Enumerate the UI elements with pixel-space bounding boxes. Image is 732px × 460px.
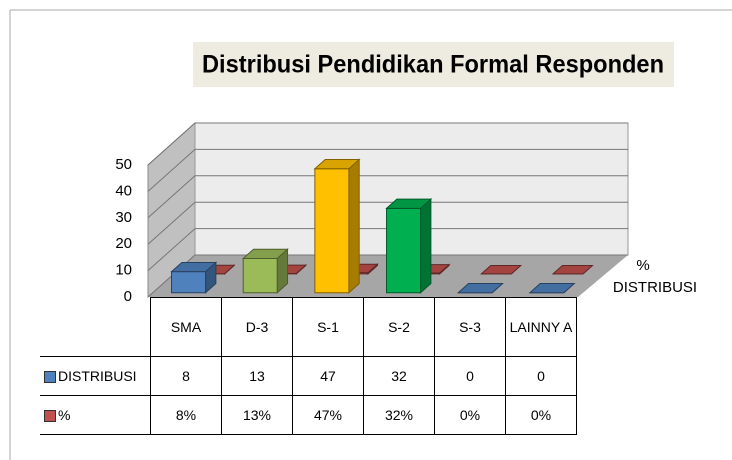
category-cell: SMA (150, 297, 222, 357)
y-tick-label: 50 (115, 156, 132, 173)
depth-label: DISTRIBUSI (613, 279, 697, 296)
bar-top (385, 198, 433, 209)
y-tick-label: 30 (115, 209, 132, 226)
value-cell: 47 (292, 356, 364, 396)
bar-front (386, 207, 422, 294)
legend-text: DISTRIBUSI (58, 368, 137, 384)
bar (170, 261, 218, 294)
bar-front (171, 271, 207, 294)
legend-key (44, 410, 56, 423)
bar-side (348, 158, 360, 294)
bar (480, 265, 523, 275)
depth-label: % (636, 257, 649, 274)
y-tick-label: 10 (115, 262, 132, 279)
bar-top (480, 265, 523, 275)
grid-line (147, 149, 196, 192)
value-cell: 0 (434, 356, 506, 396)
bar-front (242, 257, 278, 294)
grid-line (147, 122, 196, 166)
grid-line (147, 175, 196, 219)
bar (456, 283, 504, 294)
chart-title: Distribusi Pendidikan Formal Responden (202, 51, 664, 79)
bar (313, 158, 361, 294)
data-table: SMA D-3 S-1 S-2 S-3 LAINNY A DISTRIBUSI 8 13 47 3… (40, 297, 577, 435)
bar (528, 283, 576, 294)
bar (241, 248, 289, 294)
category-cell: D-3 (221, 297, 293, 357)
value-cell: 47% (292, 395, 364, 435)
bar-top (313, 158, 361, 170)
value-cell: 0% (505, 395, 577, 435)
category-cell: S-3 (434, 297, 506, 357)
bar-side (420, 197, 432, 294)
bar-top (551, 265, 594, 275)
value-cell: 8% (150, 395, 222, 435)
value-cell: 0% (434, 395, 506, 435)
grid-line (147, 228, 196, 271)
row-label: % (40, 395, 151, 435)
y-tick-label: 40 (115, 182, 132, 199)
value-cell: 13% (221, 395, 293, 435)
row-label: DISTRIBUSI (40, 356, 151, 396)
legend-text: % (58, 407, 71, 423)
title-box (193, 42, 674, 87)
category-cell: S-2 (363, 297, 435, 357)
bar-top (170, 261, 218, 273)
bar (551, 265, 594, 275)
bar-top (241, 248, 289, 259)
value-cell: 32% (363, 395, 435, 435)
value-cell: 32 (363, 356, 435, 396)
bar-top (456, 283, 504, 294)
category-cell: S-1 (292, 297, 364, 357)
value-cell: 13 (221, 356, 293, 396)
bar-front (314, 168, 350, 294)
value-cell: 8 (150, 356, 222, 396)
category-cell: LAINNY A (505, 297, 577, 357)
grid-line (147, 201, 196, 245)
y-tick-label: 20 (115, 235, 132, 252)
bar (385, 197, 433, 294)
y-tick-label: 0 (124, 288, 132, 305)
bar-top (528, 283, 576, 294)
value-cell: 0 (505, 356, 577, 396)
corner (40, 298, 151, 357)
legend-key (44, 371, 56, 384)
